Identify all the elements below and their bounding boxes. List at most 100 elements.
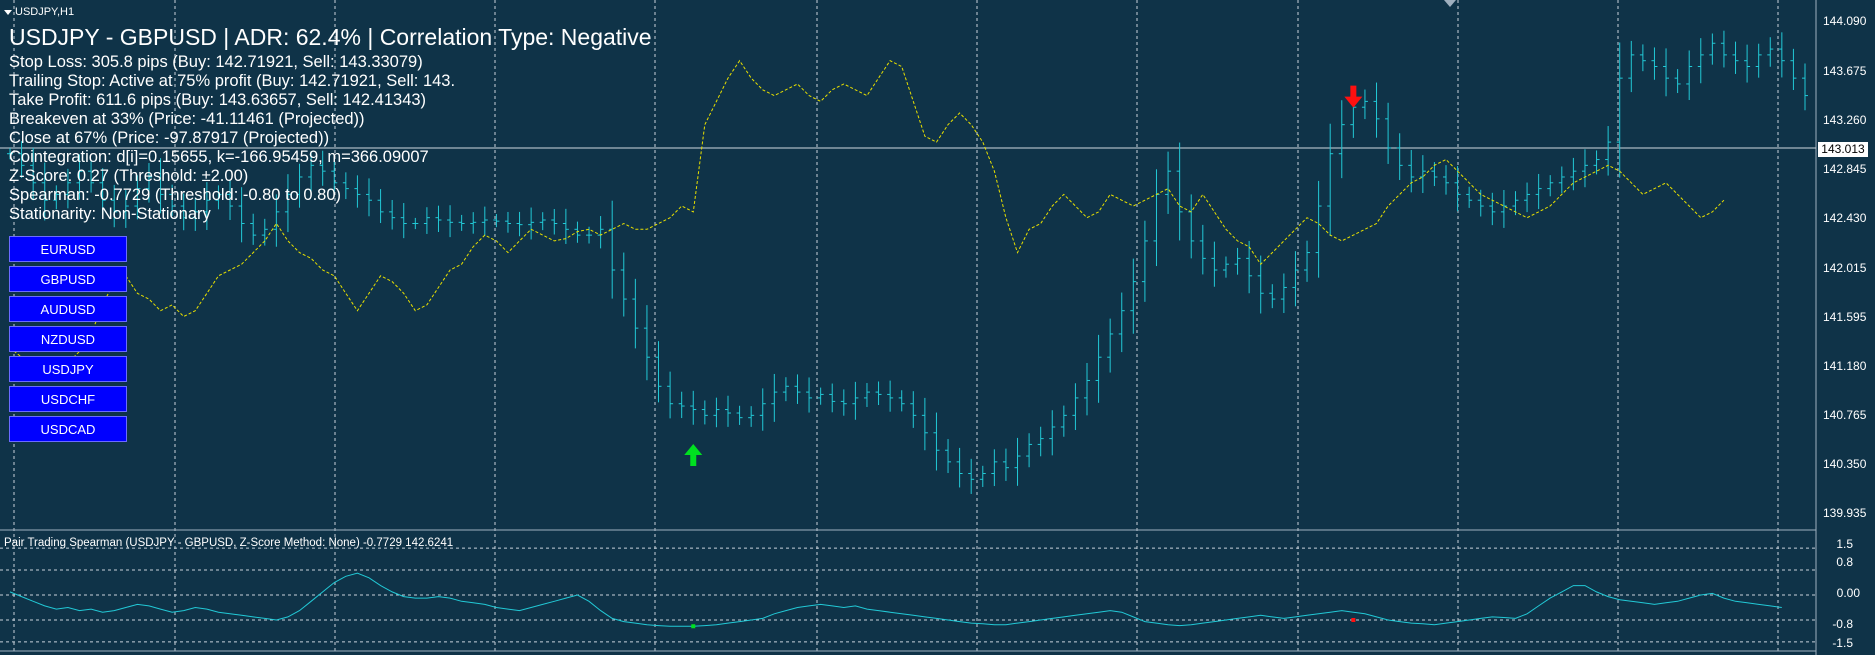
price-bar: [1767, 37, 1774, 67]
price-bar: [99, 168, 106, 215]
price-bar: [319, 150, 326, 186]
price-bar: [1466, 186, 1473, 208]
price-bar: [875, 381, 882, 406]
price-bar: [1107, 318, 1114, 373]
price-bar: [1396, 133, 1403, 180]
indicator-tick-label: -1.5: [1832, 636, 1853, 650]
price-bar: [655, 341, 662, 403]
price-bar: [1176, 142, 1183, 241]
price-bar: [1663, 48, 1670, 97]
symbol-tab-label: USDJPY,H1: [15, 6, 75, 18]
indicator-tick-label: 1.5: [1836, 537, 1853, 551]
price-bar: [1304, 240, 1311, 282]
indicator-tick-label: 0.00: [1836, 586, 1860, 600]
zscore-text: Z-Score: 0.27 (Threshold: ±2.00): [9, 167, 249, 185]
price-bar: [1489, 192, 1496, 226]
price-bar: [1443, 165, 1449, 195]
price-bar: [1616, 42, 1623, 178]
price-bar: [945, 439, 952, 474]
breakeven-text: Breakeven at 33% (Price: -41.11461 (Proj…: [9, 110, 365, 128]
price-bar: [1060, 405, 1067, 437]
cointegration-text: Cointegration: d[i]=0.15655, k=-166.9545…: [9, 148, 429, 166]
price-bar: [134, 175, 141, 220]
price-bar: [933, 412, 940, 471]
page-title: USDJPY - GBPUSD | ADR: 62.4% | Correlati…: [9, 24, 652, 50]
price-bar: [1581, 149, 1588, 188]
price-bar: [1234, 247, 1241, 275]
take-profit-text: Take Profit: 611.6 pips (Buy: 143.63657,…: [9, 91, 427, 109]
price-bar: [215, 185, 222, 210]
price-bar: [111, 184, 118, 228]
spearman-line: [9, 572, 1782, 627]
pair-button-eurusd[interactable]: EURUSD: [9, 236, 127, 262]
buy-arrow-icon: [684, 444, 703, 467]
sell-arrow-icon: [1344, 85, 1363, 108]
price-bar: [273, 194, 280, 247]
price-bar: [1408, 150, 1415, 193]
stop-loss-text: Stop Loss: 305.8 pips (Buy: 142.71921, S…: [9, 53, 423, 71]
price-bar: [759, 388, 766, 431]
price-bar: [88, 161, 95, 193]
price-bar: [956, 447, 963, 488]
price-tick-label: 140.765: [1823, 408, 1867, 422]
price-bar: [1605, 126, 1612, 176]
trailing-stop-text: Trailing Stop: Active at 75% profit (Buy…: [9, 72, 456, 90]
price-bar: [817, 387, 824, 405]
price-bar: [921, 397, 928, 451]
signal-arrows: [684, 85, 1363, 629]
price-bar: [1130, 258, 1137, 334]
price-bar: [250, 213, 257, 245]
price-bar: [203, 182, 210, 230]
price-bar: [1431, 162, 1438, 187]
price-bar: [1095, 334, 1102, 403]
price-bar: [551, 208, 558, 235]
price-bar: [806, 377, 813, 413]
price-bar: [910, 391, 917, 428]
symbol-tab[interactable]: USDJPY,H1: [4, 6, 74, 18]
price-bar: [852, 381, 859, 420]
price-bar: [1153, 169, 1160, 267]
price-bars: [7, 30, 1808, 494]
price-bar: [1755, 43, 1762, 78]
price-bar: [227, 180, 234, 220]
price-bar: [481, 206, 488, 236]
price-bar: [1037, 426, 1044, 457]
price-tick-label: 144.090: [1823, 14, 1867, 28]
pair-button-usdjpy[interactable]: USDJPY: [9, 356, 127, 382]
price-bar: [713, 397, 720, 428]
price-bar: [979, 465, 986, 487]
price-bar: [1535, 173, 1542, 210]
price-bar: [1674, 69, 1681, 94]
price-bar: [284, 174, 291, 233]
price-bar: [620, 252, 627, 317]
price-bar: [1512, 191, 1519, 216]
price-bar: [470, 212, 477, 234]
price-tick-label: 142.845: [1823, 162, 1867, 176]
price-tick-label: 139.935: [1823, 506, 1867, 520]
price-bar: [748, 406, 755, 427]
price-bar: [1269, 284, 1276, 309]
price-bar: [1686, 50, 1693, 100]
price-bar: [701, 400, 708, 425]
price-bar: [597, 216, 604, 249]
price-bar: [423, 207, 430, 234]
pair-button-usdcad[interactable]: USDCAD: [9, 416, 127, 442]
price-bar: [1165, 151, 1172, 214]
price-tick-label: 142.015: [1823, 261, 1867, 275]
price-bar: [771, 373, 778, 422]
pair-button-nzdusd[interactable]: NZDUSD: [9, 326, 127, 352]
price-bar: [782, 377, 789, 402]
price-bar: [1222, 256, 1229, 278]
pair-button-gbpusd[interactable]: GBPUSD: [9, 266, 127, 292]
price-bar: [1049, 410, 1056, 456]
price-bar: [18, 141, 25, 178]
price-bar: [389, 200, 396, 230]
pair-button-usdchf[interactable]: USDCHF: [9, 386, 127, 412]
price-bar: [1002, 448, 1009, 481]
price-bar: [725, 395, 731, 427]
current-price-badge: 143.013: [1818, 142, 1868, 157]
price-bar: [1026, 433, 1033, 468]
price-bar: [609, 200, 616, 299]
pair-button-audusd[interactable]: AUDUSD: [9, 296, 127, 322]
